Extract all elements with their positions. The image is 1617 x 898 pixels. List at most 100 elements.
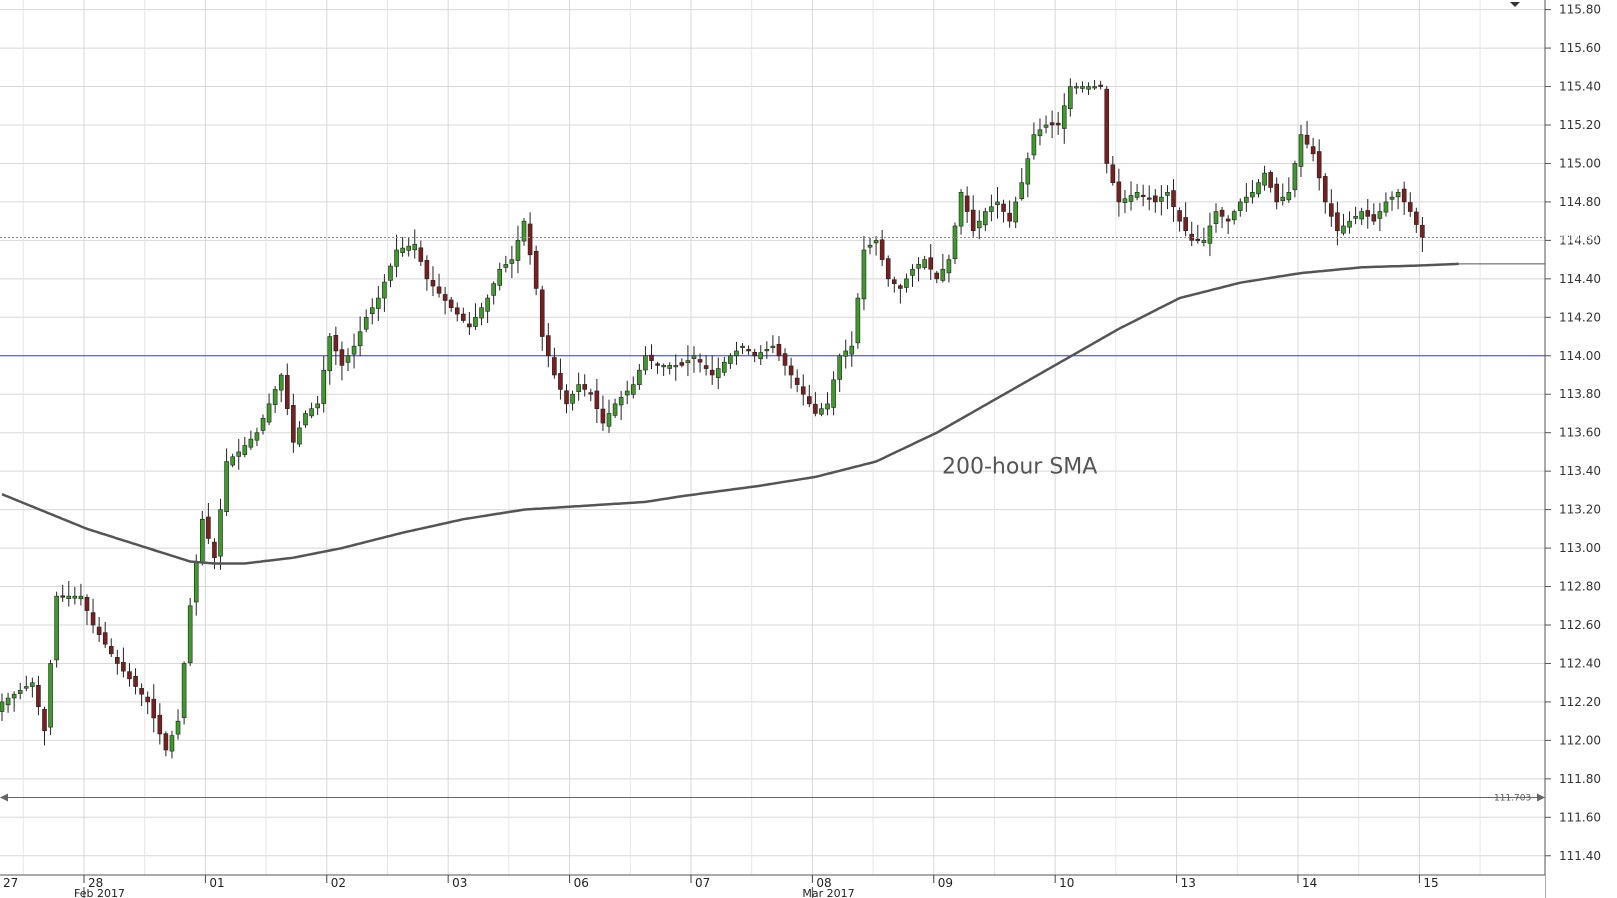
y-tick-label: 113.40 <box>1559 464 1601 478</box>
candle-body-up <box>1292 163 1298 191</box>
candle-body-up <box>1250 192 1255 198</box>
candle-body-down <box>1177 210 1182 222</box>
candle-body-down <box>1329 203 1334 217</box>
candle-body-up <box>473 317 478 327</box>
candle-body-down <box>1098 84 1103 87</box>
candle-body-down <box>885 258 891 280</box>
candle-body-up <box>940 268 946 281</box>
candle-body-up <box>770 345 776 348</box>
candle-body-down <box>96 626 102 635</box>
candle-body-down <box>794 377 800 385</box>
candle-body-up <box>861 249 867 300</box>
candle-body-up <box>242 445 248 455</box>
candle-body-down <box>533 250 539 289</box>
candle-body-up <box>922 259 927 268</box>
y-tick-label: 113.80 <box>1559 387 1601 401</box>
candle-body-down <box>145 696 150 703</box>
candle-body-down <box>600 408 606 424</box>
candle-body-down <box>1183 217 1188 232</box>
candle-body-up <box>715 368 721 379</box>
candle-body-up <box>637 369 642 386</box>
candle-body-up <box>606 413 612 427</box>
candle-body-up <box>406 245 411 251</box>
candle-body-up <box>995 201 1000 205</box>
candle-body-up <box>1280 196 1286 202</box>
candle-body-down <box>1116 181 1122 203</box>
candle-body-up <box>0 701 5 712</box>
candle-body-down <box>108 646 114 655</box>
candle-body-down <box>139 688 144 695</box>
candle-body-down <box>1268 172 1273 188</box>
y-tick-label: 113.00 <box>1559 541 1601 555</box>
current-price-group <box>0 229 1616 246</box>
candle-body-up <box>1213 211 1219 224</box>
period-label: Feb 2017 <box>74 887 125 898</box>
candle-body-up <box>734 350 739 357</box>
candles <box>0 78 1425 759</box>
candle-body-up <box>521 220 527 242</box>
candle-body-down <box>1335 212 1340 232</box>
candle-body-down <box>879 239 885 260</box>
candle-body-down <box>102 632 108 645</box>
candle-body-up <box>722 361 727 373</box>
candle-body-down <box>1219 209 1225 217</box>
candle-body-down <box>127 671 132 680</box>
candle-body-up <box>1231 211 1237 221</box>
candle-body-down <box>454 307 460 315</box>
candle-body-up <box>831 379 836 408</box>
candle-body-down <box>1153 195 1158 203</box>
candle-body-up <box>388 265 393 281</box>
x-tick-label: 09 <box>938 876 953 890</box>
axis-background <box>1545 0 1617 898</box>
candle-body-up <box>952 225 958 260</box>
candle-body-up <box>630 384 636 395</box>
candle-body-down <box>970 209 976 232</box>
candle-body-down <box>1407 202 1413 212</box>
y-tick-label: 112.40 <box>1559 656 1601 670</box>
y-tick-label: 112.20 <box>1559 695 1601 709</box>
y-tick-label: 112.60 <box>1559 618 1601 632</box>
candle-body-up <box>612 403 618 416</box>
candle-body-down <box>782 353 788 366</box>
candle-body-down <box>1049 122 1055 126</box>
candle-body-up <box>236 451 242 457</box>
candle-body-down <box>163 733 169 751</box>
sma-badge-text: 114.478 <box>1558 257 1608 271</box>
candle-body-down <box>582 384 588 390</box>
candle-body-up <box>248 438 254 448</box>
candle-body-down <box>1104 88 1110 164</box>
candle-body-down <box>1055 122 1061 126</box>
candle-body-up <box>873 240 879 244</box>
candle-body-up <box>1256 182 1261 195</box>
candle-body-up <box>758 352 764 360</box>
candle-body-down <box>442 294 448 301</box>
candle-body-up <box>1068 86 1073 110</box>
candle-body-up <box>1165 192 1170 196</box>
candle-body-up <box>351 345 357 355</box>
candle-body-down <box>898 285 903 289</box>
y-tick-label: 113.20 <box>1559 503 1601 517</box>
candle-body-up <box>224 461 229 512</box>
candle-body-down <box>1310 146 1316 155</box>
candle-body-down <box>42 708 47 732</box>
candle-body-up <box>30 682 35 687</box>
candle-body-up <box>278 374 284 391</box>
candle-body-up <box>1383 201 1389 213</box>
candle-body-down <box>339 349 345 366</box>
candle-body-up <box>187 605 193 664</box>
candle-body-down <box>1316 151 1322 179</box>
candle-body-up <box>904 278 909 288</box>
time-axis: 27 28 01 02 03 06 07 08 09 10 13 14 15 Feb 2017 Mar 20… <box>0 874 1545 898</box>
y-tick-label: 114.40 <box>1559 272 1601 286</box>
candle-body-down <box>649 354 654 361</box>
candle-body-up <box>200 518 205 563</box>
y-tick-label: 111.60 <box>1559 810 1601 824</box>
candle-body-up <box>843 350 849 357</box>
candle-body-up <box>1237 201 1243 211</box>
candle-body-up <box>1092 86 1097 89</box>
candle-body-up <box>570 393 575 404</box>
candle-body-up <box>643 355 648 371</box>
candle-body-up <box>412 243 418 251</box>
current-price-badge-text: 114.615 <box>1558 231 1608 245</box>
candle-body-down <box>36 685 41 708</box>
